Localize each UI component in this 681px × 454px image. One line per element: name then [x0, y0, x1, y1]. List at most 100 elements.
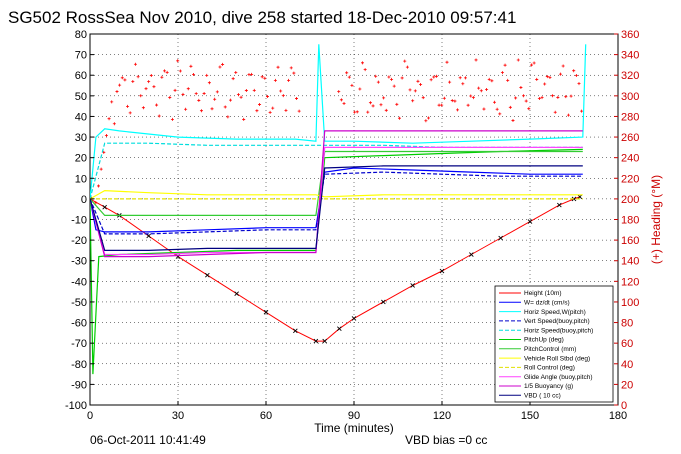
heading-point: [429, 78, 433, 82]
heading-point: [194, 92, 198, 96]
x-tick-label: 30: [172, 410, 184, 422]
series-line-12: [90, 165, 583, 251]
legend-label: Horiz Speed,W(pitch): [524, 309, 586, 316]
height-marker: [102, 204, 107, 210]
heading-point: [131, 80, 135, 84]
heading-point: [268, 110, 272, 114]
y-tick-label-left: -40: [71, 276, 87, 288]
y-tick-label-left: 0: [81, 194, 87, 206]
heading-point: [529, 63, 533, 67]
heading-point: [543, 82, 547, 86]
heading-point: [273, 78, 277, 82]
heading-point: [189, 64, 193, 68]
heading-point: [363, 68, 367, 72]
heading-point: [152, 85, 156, 89]
heading-point: [466, 103, 470, 107]
heading-point: [479, 89, 483, 93]
heading-point: [553, 110, 557, 114]
legend-label: W= dz/dt (cm/s): [524, 300, 570, 307]
heading-point: [434, 74, 438, 78]
heading-point: [339, 98, 343, 102]
series-line-11: [90, 130, 583, 258]
heading-point: [157, 114, 161, 118]
heading-point: [221, 62, 225, 66]
heading-point: [112, 122, 116, 126]
y-tick-label-right: 320: [621, 70, 639, 82]
heading-point: [292, 71, 296, 75]
y-tick-label-right: 260: [621, 132, 639, 144]
heading-point: [252, 88, 256, 92]
y-tick-label-right: 220: [621, 173, 639, 185]
y-tick-label-right: 0: [621, 400, 627, 412]
heading-point: [392, 84, 396, 88]
y-tick-label-left: -50: [71, 297, 87, 309]
heading-point: [424, 119, 428, 123]
y-tick-label-left: -10: [71, 215, 87, 227]
legend-label: Vert Speed(buoy,pitch): [524, 318, 590, 325]
heading-point: [115, 90, 119, 94]
heading-point: [247, 73, 251, 77]
height-marker: [439, 268, 445, 274]
heading-point: [432, 75, 436, 79]
heading-point: [506, 78, 510, 82]
heading-point: [289, 66, 293, 70]
series-line-6: [90, 148, 583, 375]
heading-point: [537, 96, 541, 100]
y-tick-label-right: 240: [621, 153, 639, 165]
y-tick-label-left: -100: [65, 400, 87, 412]
heading-point: [353, 110, 357, 114]
heading-point: [276, 65, 280, 69]
heading-point: [469, 94, 473, 98]
heading-point: [223, 105, 227, 109]
series-line-3: [90, 44, 587, 199]
heading-point: [387, 75, 391, 79]
heading-point: [176, 59, 180, 63]
heading-point: [147, 80, 151, 84]
legend-label: 1/5 Buoyancy (g): [524, 383, 573, 390]
heading-point: [384, 108, 388, 112]
heading-point: [572, 69, 576, 73]
height-marker: [381, 299, 386, 305]
heading-point: [271, 106, 275, 110]
heading-point: [551, 94, 555, 98]
y-axis-right-label: (+) Heading (°M): [649, 175, 663, 264]
height-marker: [234, 291, 239, 297]
y-tick-label-left: 10: [75, 173, 87, 185]
heading-point: [559, 72, 563, 76]
heading-point: [97, 184, 101, 188]
y-tick-label-right: 200: [621, 194, 639, 206]
heading-point: [207, 81, 211, 85]
heading-point: [181, 92, 185, 96]
heading-point: [120, 76, 124, 80]
footer-vbd-bias: VBD bias =0 cc: [405, 433, 487, 447]
height-marker: [205, 272, 210, 278]
heading-point: [229, 98, 233, 102]
heading-point: [136, 75, 140, 79]
heading-point: [566, 113, 570, 117]
series-line-2: [90, 167, 583, 233]
legend-label: Vehicle Roll Stbd (deg): [524, 355, 590, 362]
heading-point: [493, 100, 497, 104]
heading-point: [471, 96, 475, 100]
heading-point: [281, 94, 285, 98]
heading-point: [421, 96, 425, 100]
height-marker: [322, 338, 327, 344]
heading-point: [463, 76, 467, 80]
heading-point: [442, 96, 446, 100]
height-marker: [410, 283, 415, 288]
height-marker: [293, 328, 298, 334]
heading-point: [239, 95, 243, 99]
heading-point: [382, 96, 386, 100]
heading-point: [527, 107, 531, 111]
y-tick-label-right: 100: [621, 297, 639, 309]
heading-point: [218, 65, 222, 69]
heading-point: [141, 106, 145, 110]
heading-series: [94, 58, 584, 205]
legend-label: Height (10m): [524, 290, 562, 297]
heading-point: [548, 75, 552, 79]
heading-point: [390, 77, 394, 81]
heading-point: [126, 104, 130, 108]
y-tick-label-right: 300: [621, 91, 639, 103]
heading-point: [178, 69, 182, 73]
